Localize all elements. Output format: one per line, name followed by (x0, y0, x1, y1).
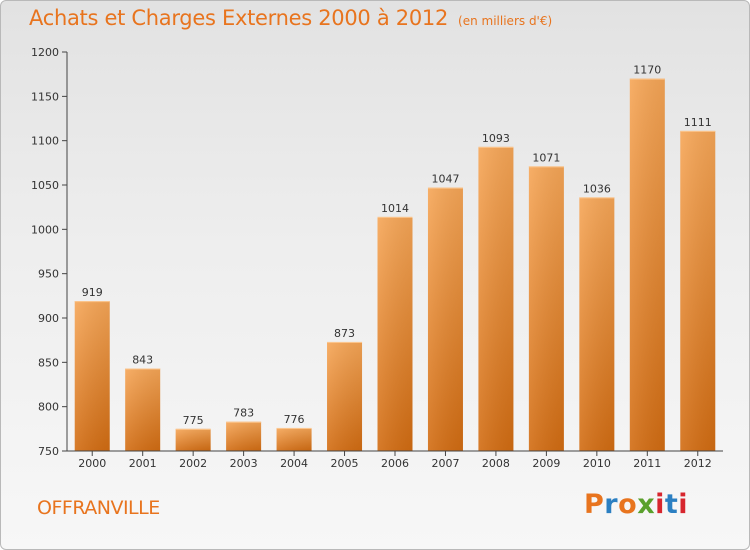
bar-shade (276, 427, 312, 451)
chart-title: Achats et Charges Externes 2000 à 2012 (e… (29, 6, 552, 30)
y-tick-label: 800 (38, 401, 59, 414)
x-tick-label: 2005 (331, 457, 359, 470)
bar-value-label: 776 (284, 413, 305, 426)
logo-letter: r (604, 489, 619, 520)
bar-shade (377, 216, 413, 451)
y-tick-label: 1100 (31, 135, 59, 148)
logo-letter: i (655, 489, 665, 520)
bar-value-label: 775 (183, 414, 204, 427)
logo-letter: o (618, 489, 638, 520)
bar-value-label: 919 (82, 286, 103, 299)
proxiti-logo: Proxiti (584, 489, 688, 520)
x-tick-label: 2009 (532, 457, 560, 470)
bar-value-label: 1111 (684, 116, 712, 129)
x-tick-label: 2012 (684, 457, 712, 470)
bar-shade (327, 341, 363, 451)
bar-value-label: 1093 (482, 132, 510, 145)
logo-letter: i (678, 489, 689, 520)
x-tick-label: 2002 (179, 457, 207, 470)
bar-shade (528, 166, 564, 451)
y-tick-label: 1050 (31, 179, 59, 192)
x-tick-label: 2006 (381, 457, 409, 470)
logo-letter: P (584, 489, 605, 520)
bar-value-label: 1047 (431, 173, 459, 186)
x-tick-label: 2001 (129, 457, 157, 470)
y-tick-label: 900 (38, 312, 59, 325)
bar-value-label: 873 (334, 327, 355, 340)
bar-shade (125, 368, 161, 451)
y-tick-label: 1150 (31, 90, 59, 103)
x-tick-label: 2000 (78, 457, 106, 470)
bar-shade (175, 428, 211, 451)
bar-value-label: 843 (132, 354, 153, 367)
logo-letter: t (664, 489, 679, 520)
bar-shade (579, 197, 615, 451)
chart-subtitle: (en milliers d'€) (458, 14, 553, 28)
commune-name: OFFRANVILLE (37, 497, 160, 519)
x-tick-label: 2003 (230, 457, 258, 470)
x-tick-label: 2010 (583, 457, 611, 470)
bar-shade (226, 421, 262, 451)
y-tick-label: 850 (38, 356, 59, 369)
bar-shade (680, 130, 716, 451)
x-tick-label: 2004 (280, 457, 308, 470)
bar-value-label: 1014 (381, 202, 409, 215)
x-tick-label: 2007 (431, 457, 459, 470)
y-tick-label: 1000 (31, 223, 59, 236)
bar-shade (629, 78, 665, 451)
y-axis: 750 800 850 900 950 1000 1050 1100 1150 1200 (31, 46, 68, 458)
bar-shade (74, 301, 110, 451)
y-tick-label: 1200 (31, 46, 59, 59)
x-tick-label: 2008 (482, 457, 510, 470)
bar-value-label: 1170 (633, 64, 661, 77)
bar-value-label: 1036 (583, 182, 611, 195)
y-tick-label: 950 (38, 268, 59, 281)
chart-title-text: Achats et Charges Externes 2000 à 2012 (29, 6, 449, 30)
bars-group: 919 843 775 783 776 873 1014 1047 1093 1071 1036 11… (74, 64, 716, 451)
bar-shade (427, 187, 463, 451)
x-tick-label: 2011 (633, 457, 661, 470)
bar-value-label: 1071 (532, 151, 560, 164)
logo-letter: x (637, 489, 656, 520)
y-tick-label: 750 (38, 445, 59, 458)
bar-value-label: 783 (233, 407, 254, 420)
x-axis: 2000 2001 2002 2003 2004 2005 2006 2007 2008 2009… (67, 450, 723, 470)
bar-shade (478, 146, 514, 451)
